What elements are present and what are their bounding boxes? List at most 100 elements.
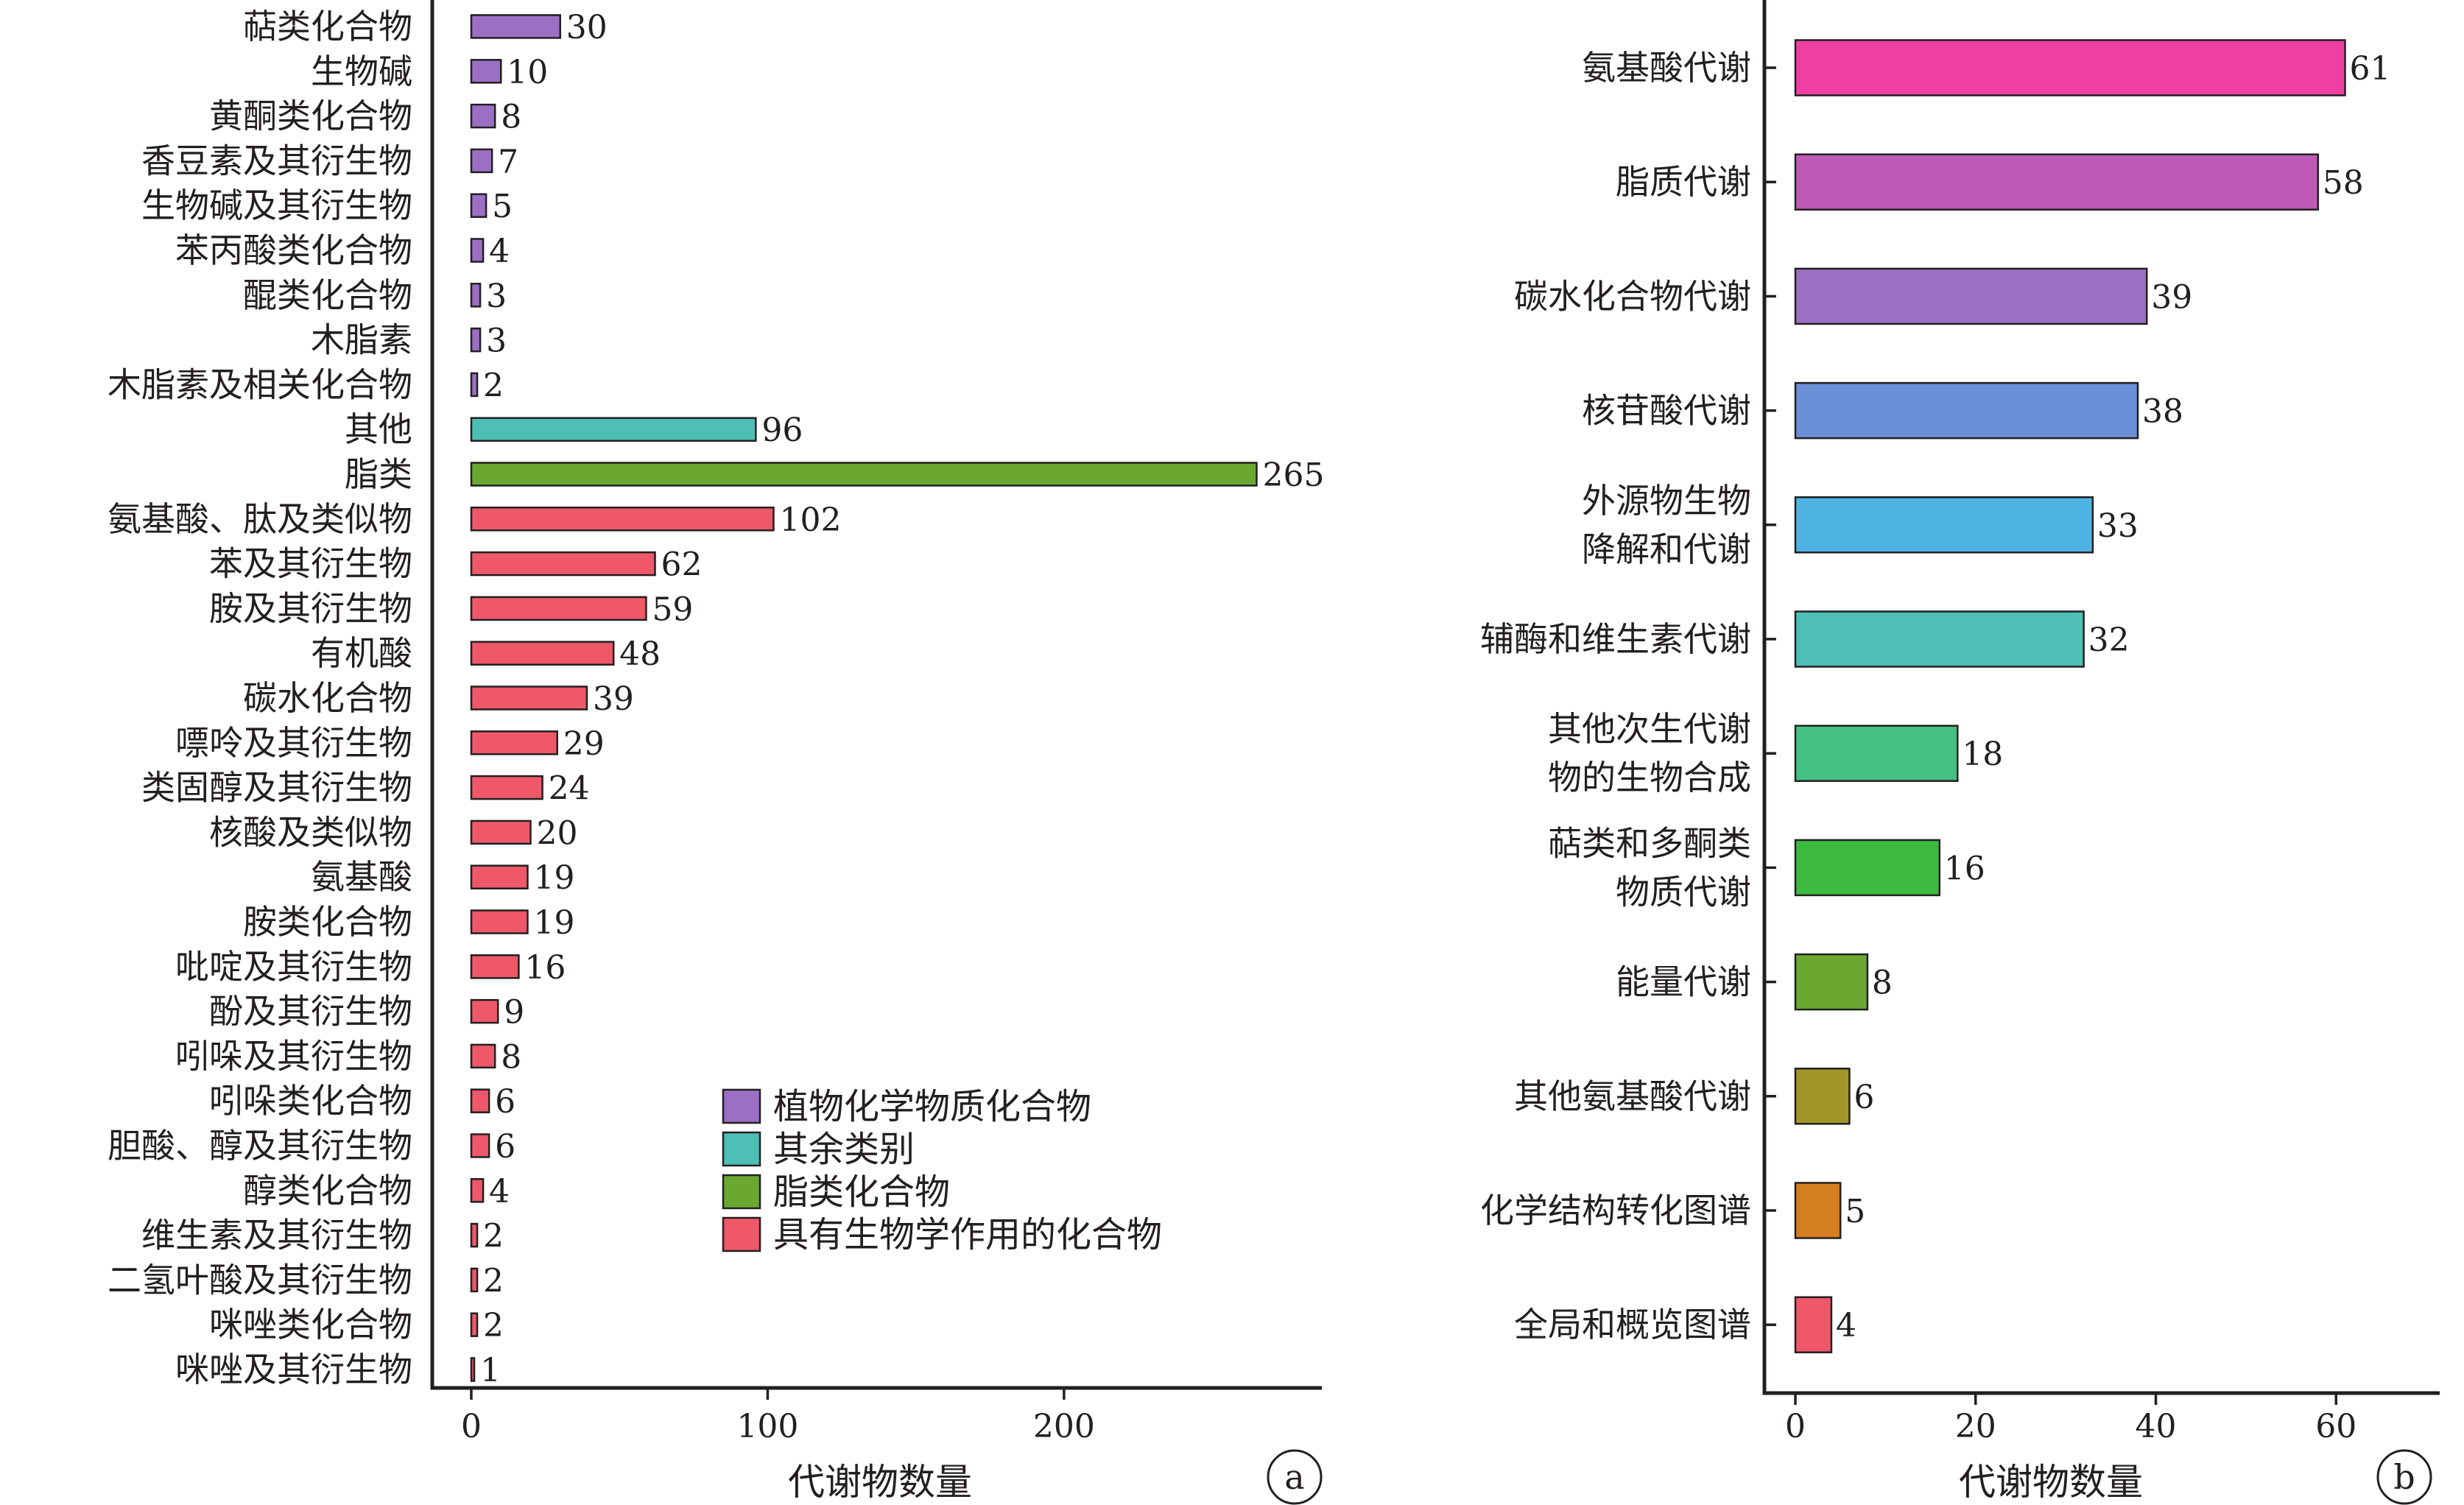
panel-a-category-label: 胺及其衍生物: [209, 588, 412, 628]
panel-b-chart: 氨基酸代谢脂质代谢碳水化合物代谢核苷酸代谢外源物生物降解和代谢辅酶和维生素代谢其…: [1480, 0, 2440, 1505]
panel-a-value-label: 8: [501, 99, 521, 136]
panel-a-value-label: 9: [504, 994, 524, 1032]
panel-b-value-labels: 61 58 39 38 33 32 18 16 8 6 5 4: [1836, 50, 2391, 1344]
panel-a-bar: [470, 283, 482, 308]
panel-a-bar: [470, 596, 647, 621]
panel-a-bar: [470, 1357, 476, 1382]
panel-a-bar: [470, 372, 479, 398]
panel-b-bar: [1794, 839, 1941, 897]
panel-a-value-label: 5: [492, 188, 513, 225]
panel-a-bar: [470, 775, 543, 800]
panel-b-bar: [1794, 1296, 1833, 1353]
panel-a-value-label: 16: [524, 949, 566, 987]
panel-b-category-labels: 氨基酸代谢脂质代谢碳水化合物代谢核苷酸代谢外源物生物降解和代谢辅酶和维生素代谢其…: [1480, 48, 1751, 1344]
panel-b-bar: [1794, 725, 1959, 782]
panel-b-value-label: 8: [1872, 965, 1893, 1002]
panel-b-bar: [1794, 953, 1869, 1011]
panel-a-category-label: 其他: [345, 409, 412, 449]
panel-a-bar: [470, 998, 499, 1024]
panel-a-category-label: 碳水化合物: [243, 678, 412, 718]
panel-b-bar: [1794, 610, 2085, 668]
panel-a-value-label: 24: [549, 770, 590, 808]
panel-b-category-label: 全局和概览图谱: [1514, 1305, 1751, 1344]
panel-a-label: a: [1284, 1457, 1304, 1497]
panel-b-label-circle: [2376, 1449, 2432, 1505]
panel-a-value-label: 265: [1262, 457, 1324, 494]
panel-a-category-label: 维生素及其衍生物: [141, 1216, 412, 1255]
panel-a-value-label: 19: [533, 859, 574, 897]
panel-a-legend-swatch: [722, 1216, 761, 1252]
panel-a-bar: [470, 641, 615, 666]
panel-b-value-label: 4: [1836, 1307, 1856, 1344]
panel-b-category-label: 核苷酸代谢: [1582, 391, 1751, 431]
panel-a-category-label: 吲哚类化合物: [209, 1081, 412, 1121]
panel-a-bar: [470, 507, 775, 532]
panel-a-legend-label: 具有生物学作用的化合物: [773, 1214, 1162, 1255]
panel-a-legend-swatch: [722, 1088, 761, 1124]
panel-a-category-label: 吲哚及其衍生物: [175, 1036, 412, 1076]
panel-a-value-label: 96: [761, 412, 803, 449]
panel-a-legend-label: 其余类别: [773, 1129, 915, 1170]
panel-b-axis-line: [1762, 0, 2440, 1395]
panel-b-value-label: 32: [2088, 621, 2130, 659]
panel-a-category-label: 咪唑类化合物: [209, 1305, 412, 1344]
panel-b-category-label: 碳水化合物代谢: [1514, 276, 1751, 316]
panel-b-category-label: 化学结构转化图谱: [1480, 1191, 1751, 1230]
panel-a-category-label: 黄酮类化合物: [209, 96, 412, 136]
panel-a-value-label: 8: [501, 1038, 521, 1076]
panel-a-category-label: 醌类化合物: [243, 275, 412, 315]
panel-a-value-label: 6: [495, 1128, 515, 1166]
panel-b-bar: [1794, 1068, 1851, 1125]
panel-a-axes: 0 100 200: [430, 0, 1322, 1445]
panel-a-axis-line: [430, 0, 1322, 1390]
panel-a-legend-label: 脂类化合物: [773, 1171, 950, 1213]
panel-a-value-label: 2: [483, 1262, 504, 1300]
panel-a-value-label: 10: [507, 54, 548, 91]
panel-b-x-axis-title: 代谢物数量: [1959, 1461, 2143, 1504]
panel-b-bar: [1794, 1182, 1842, 1239]
panel-a-value-label: 7: [498, 143, 518, 180]
panel-a-category-label: 苯丙酸类化合物: [175, 230, 412, 270]
panel-a-category-label: 醇类化合物: [243, 1171, 412, 1210]
panel-a-category-label: 脂类: [345, 454, 412, 494]
panel-b-bars: [1794, 39, 2346, 1353]
panel-a-value-label: 102: [779, 501, 841, 539]
panel-a-category-label: 嘌呤及其衍生物: [175, 723, 412, 763]
panel-a-x-tick-label: 200: [1033, 1408, 1095, 1445]
panel-a-category-labels: 萜类化合物生物碱黄酮类化合物香豆素及其衍生物生物碱及其衍生物苯丙酸类化合物醌类化…: [108, 7, 412, 1389]
panel-a-category-label: 酚及其衍生物: [209, 992, 412, 1032]
panel-b-bar: [1794, 153, 2320, 211]
panel-b-category-label: 脂质代谢: [1616, 162, 1751, 202]
panel-a-value-label: 62: [661, 546, 703, 584]
panel-a-legend-swatch: [722, 1131, 761, 1167]
panel-a-bar: [470, 1178, 485, 1203]
panel-a-value-label: 3: [486, 278, 507, 315]
panel-a-category-label: 氨基酸: [311, 857, 412, 897]
panel-b-bar: [1794, 381, 2139, 440]
panel-a-bar: [470, 1088, 490, 1113]
panel-b-x-tick-label: 40: [2136, 1408, 2177, 1445]
panel-a-label-circle: [1267, 1449, 1323, 1505]
panel-a-bar: [470, 864, 529, 889]
panel-a-value-label: 3: [486, 322, 507, 360]
panel-a-bars: [470, 14, 1258, 1382]
panel-a-value-label: 2: [483, 1218, 504, 1255]
panel-a-bar: [470, 417, 757, 442]
panel-a-value-label: 39: [593, 680, 634, 718]
panel-a-category-label: 类固醇及其衍生物: [141, 768, 412, 808]
panel-b-x-tick-label: 20: [1955, 1408, 1996, 1445]
panel-b-x-tick-label: 0: [1785, 1408, 1806, 1445]
panel-b-category-label: 其他次生代谢: [1548, 709, 1751, 749]
panel-b-category-label: 物的生物合成: [1548, 758, 1751, 797]
panel-a-value-label: 59: [652, 591, 693, 628]
panel-a-legend-swatch: [722, 1174, 761, 1210]
panel-a-value-label: 2: [483, 367, 504, 404]
panel-b-value-label: 18: [1962, 736, 2003, 773]
panel-a-category-label: 吡啶及其衍生物: [175, 947, 412, 987]
panel-a-bar: [470, 1043, 496, 1069]
panel-a-value-labels: 3010875433296265102625948392924201919169…: [480, 9, 1324, 1389]
panel-a-bar: [470, 103, 496, 129]
panel-a-bar: [470, 1222, 479, 1248]
panel-a-category-label: 生物碱: [311, 52, 412, 91]
